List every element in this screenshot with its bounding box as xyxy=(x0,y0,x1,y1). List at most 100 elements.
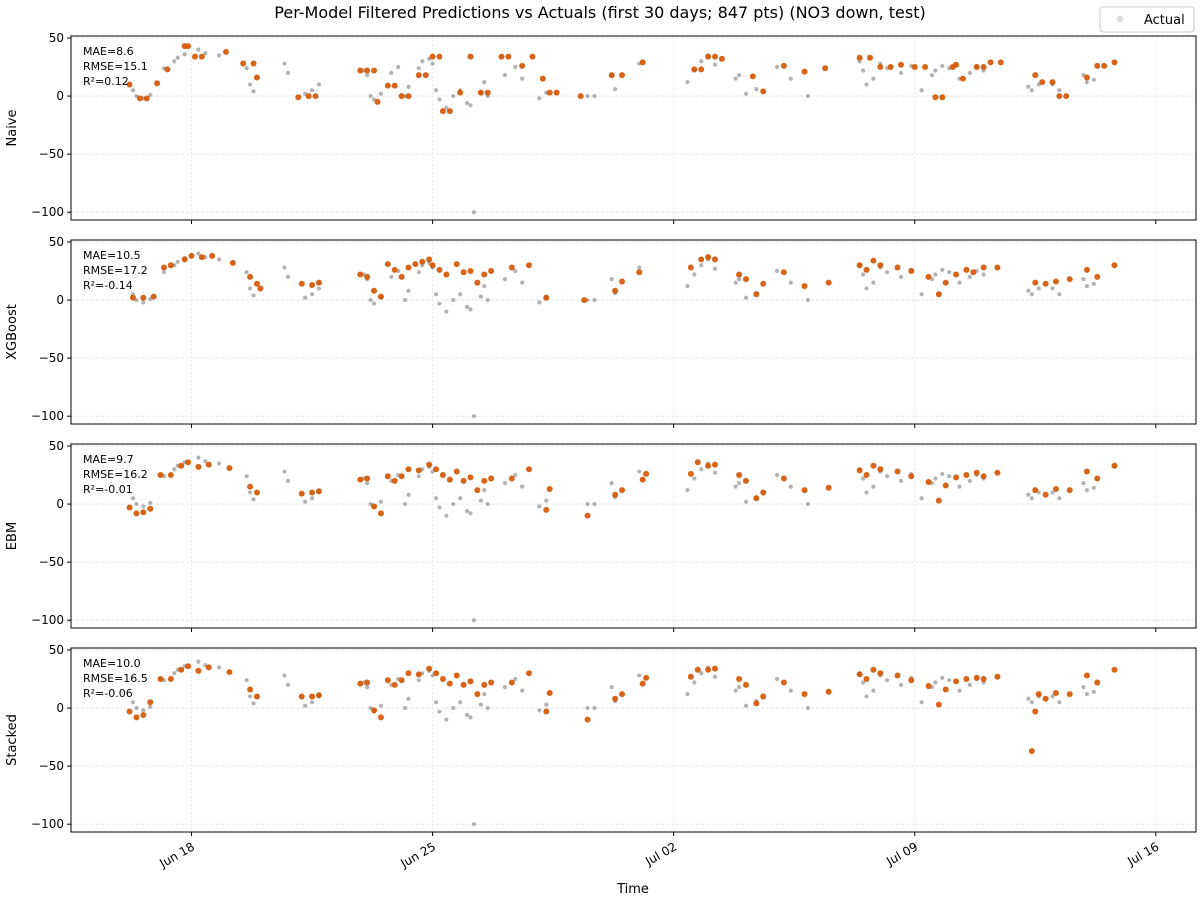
actual-point xyxy=(805,297,811,303)
predicted-point xyxy=(712,53,719,60)
actual-point xyxy=(712,62,718,67)
actual-point xyxy=(309,496,315,501)
predicted-point xyxy=(887,64,894,71)
actual-point xyxy=(1029,700,1034,705)
actual-point xyxy=(216,257,222,262)
predicted-point xyxy=(543,294,550,301)
y-tick-label: 50 xyxy=(49,31,64,45)
predicted-point xyxy=(133,510,140,517)
actual-point xyxy=(860,680,866,685)
actual-point xyxy=(1050,286,1055,291)
predicted-point xyxy=(357,476,364,483)
actual-point xyxy=(444,105,449,110)
predicted-point xyxy=(446,680,453,687)
predicted-point xyxy=(1042,695,1049,702)
actual-point xyxy=(712,674,718,679)
actual-point xyxy=(871,688,876,693)
y-tick-label: 0 xyxy=(56,701,64,715)
actual-point xyxy=(513,676,518,682)
actual-point xyxy=(148,92,153,98)
predicted-point xyxy=(377,293,384,300)
actual-point xyxy=(175,259,180,264)
predicted-point xyxy=(154,80,161,87)
predicted-point xyxy=(467,268,474,275)
predicted-point xyxy=(178,666,185,673)
chart-title: Per-Model Filtered Predictions vs Actual… xyxy=(274,3,925,22)
actual-point xyxy=(513,64,518,70)
predicted-point xyxy=(863,676,870,683)
predicted-point xyxy=(870,257,877,264)
actual-point xyxy=(919,292,924,297)
actual-point xyxy=(788,280,793,285)
actual-point xyxy=(416,678,421,683)
predicted-point xyxy=(760,280,767,287)
predicted-point xyxy=(1111,462,1118,469)
actual-point xyxy=(247,694,253,699)
actual-point xyxy=(743,499,749,504)
actual-point xyxy=(520,484,525,489)
actual-point xyxy=(368,297,373,303)
actual-point xyxy=(637,469,642,474)
actual-point xyxy=(885,270,890,275)
predicted-point xyxy=(167,676,174,683)
predicted-point xyxy=(942,279,949,286)
y-tick-label: 50 xyxy=(49,235,64,249)
predicted-point xyxy=(894,672,901,679)
actual-point xyxy=(478,702,483,707)
predicted-point xyxy=(253,280,260,287)
predicted-point xyxy=(712,665,719,672)
plot-area xyxy=(71,444,1196,628)
actual-point xyxy=(365,481,370,486)
predicted-point xyxy=(415,72,422,79)
actual-point xyxy=(737,277,742,282)
predicted-point xyxy=(188,252,195,259)
predicted-point xyxy=(185,43,192,50)
actual-point xyxy=(1081,481,1086,486)
actual-point xyxy=(464,304,470,310)
predicted-point xyxy=(639,476,646,483)
predicted-point xyxy=(391,82,398,89)
actual-point xyxy=(609,685,614,690)
actual-point xyxy=(585,93,590,99)
predicted-point xyxy=(315,692,322,699)
predicted-point xyxy=(908,473,915,480)
predicted-point xyxy=(405,93,412,100)
x-tick-label: Jul 09 xyxy=(883,839,920,868)
predicted-point xyxy=(619,72,626,79)
actual-point xyxy=(303,295,308,300)
predicted-point xyxy=(484,89,491,96)
actual-point xyxy=(957,484,962,489)
actual-point xyxy=(592,93,597,99)
y-tick-label: 50 xyxy=(49,643,64,657)
predicted-point xyxy=(415,467,422,474)
predicted-point xyxy=(481,477,488,484)
predicted-point xyxy=(1111,59,1118,66)
predicted-point xyxy=(129,294,136,301)
predicted-point xyxy=(705,53,712,60)
predicted-point xyxy=(1066,276,1073,283)
actual-point xyxy=(1057,700,1062,705)
predicted-point xyxy=(439,472,446,479)
predicted-point xyxy=(185,459,192,466)
actual-point xyxy=(161,270,167,275)
actual-point xyxy=(513,268,518,274)
predicted-point xyxy=(126,708,133,715)
predicted-point xyxy=(164,66,171,73)
predicted-point xyxy=(467,474,474,481)
predicted-point xyxy=(825,279,832,286)
predicted-point xyxy=(357,67,364,74)
actual-point xyxy=(451,93,456,99)
actual-point xyxy=(251,701,256,706)
actual-point xyxy=(216,461,222,466)
actual-point xyxy=(216,665,222,670)
predicted-point xyxy=(160,264,167,271)
x-tick-label: Jul 16 xyxy=(1124,839,1161,868)
predicted-point xyxy=(247,483,254,490)
predicted-point xyxy=(315,279,322,286)
predicted-point xyxy=(391,477,398,484)
actual-point xyxy=(458,700,463,705)
actual-point xyxy=(585,501,590,507)
predicted-point xyxy=(147,699,154,706)
actual-point xyxy=(592,501,597,507)
actual-point xyxy=(685,80,690,85)
